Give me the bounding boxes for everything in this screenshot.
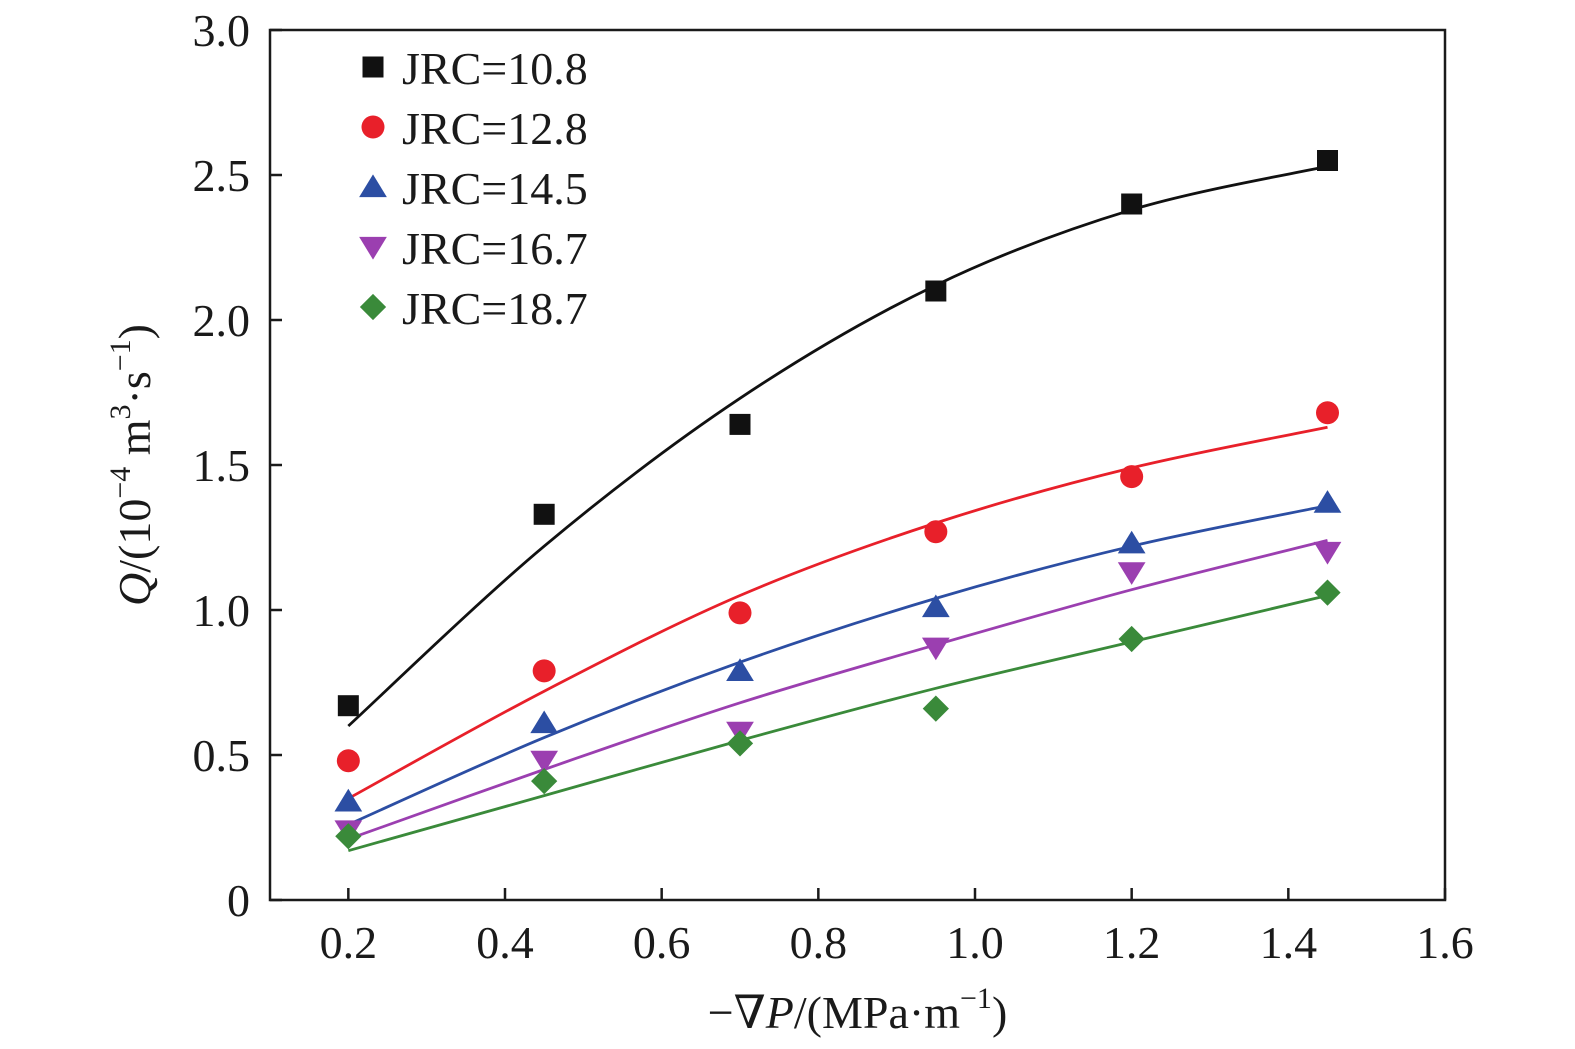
point-series-2 [1313,490,1342,513]
fit-line-series-4 [347,594,1328,853]
point-series-1 [1120,465,1144,489]
plot-frame [268,28,1447,902]
fit-line-series-0 [347,164,1328,728]
point-series-0 [1317,150,1338,171]
legend-label-4: JRC=18.7 [402,283,588,334]
y-tick-label: 1.0 [193,585,251,636]
point-series-3 [530,750,559,774]
fit-line-series-1 [347,425,1328,800]
point-series-3 [1313,541,1342,565]
legend-label-3: JRC=16.7 [402,223,588,274]
point-series-4 [922,695,949,722]
point-series-1 [336,749,360,773]
y-tick-label: 1.5 [193,440,251,491]
y-tick-label: 0 [227,875,250,926]
y-tick-label: 0.5 [193,730,251,781]
point-series-0 [925,280,947,302]
fit-lines [347,164,1328,853]
x-axis-label: −∇P/(MPa·m−1) [708,982,1008,1038]
y-tick-label: 2.0 [193,295,251,346]
point-series-4 [1118,625,1145,653]
point-series-2 [530,710,559,734]
point-series-1 [924,520,948,544]
x-tick-label: 0.8 [790,917,848,968]
point-series-1 [728,601,752,625]
point-series-4 [726,730,754,757]
point-series-4 [1314,579,1341,606]
point-series-0 [533,503,555,525]
x-tick-label: 0.4 [476,917,534,968]
x-tick-label: 1.2 [1103,917,1161,968]
legend-label-0: JRC=10.8 [402,43,588,94]
point-series-3 [921,637,950,661]
point-series-2 [1117,530,1146,554]
x-tick-labels: 0.2 0.4 0.6 0.8 1.0 1.2 1.4 1.6 [320,917,1474,968]
x-tick-label: 0.2 [320,917,378,968]
point-series-1 [1316,401,1339,425]
point-series-3 [1117,562,1146,585]
x-tick-label: 1.4 [1260,917,1318,968]
y-tick-labels: 0 0.5 1.0 1.5 2.0 2.5 3.0 [193,5,251,926]
legend: JRC=10.8 JRC=12.8 JRC=14.5 JRC=16.7 JRC=18.7 [359,43,588,334]
legend-label-2: JRC=14.5 [402,163,588,214]
point-series-2 [921,594,950,618]
legend-marker-1 [361,115,385,139]
data-markers [334,150,1342,850]
y-tick-label: 3.0 [193,5,251,56]
legend-marker-3 [359,236,387,260]
point-series-2 [726,658,754,681]
x-tick-label: 1.6 [1416,917,1474,968]
point-series-0 [1121,193,1143,215]
x-tick-label: 1.0 [946,917,1004,968]
y-axis-label: Q/(10−4 m3·s−1) [104,324,160,606]
x-tick-label: 0.6 [633,917,691,968]
fit-line-series-2 [347,504,1328,826]
point-series-0 [337,695,359,717]
legend-marker-4 [359,293,387,321]
fit-line-series-3 [347,539,1328,841]
point-series-4 [531,767,558,795]
y-tick-label: 2.5 [193,150,251,201]
point-series-1 [532,659,556,683]
point-series-2 [334,788,363,812]
point-series-4 [335,823,362,850]
legend-marker-2 [359,174,387,198]
legend-label-1: JRC=12.8 [402,103,588,154]
axis-ticks [270,28,1447,902]
point-series-0 [729,413,751,435]
legend-marker-0 [362,56,384,78]
